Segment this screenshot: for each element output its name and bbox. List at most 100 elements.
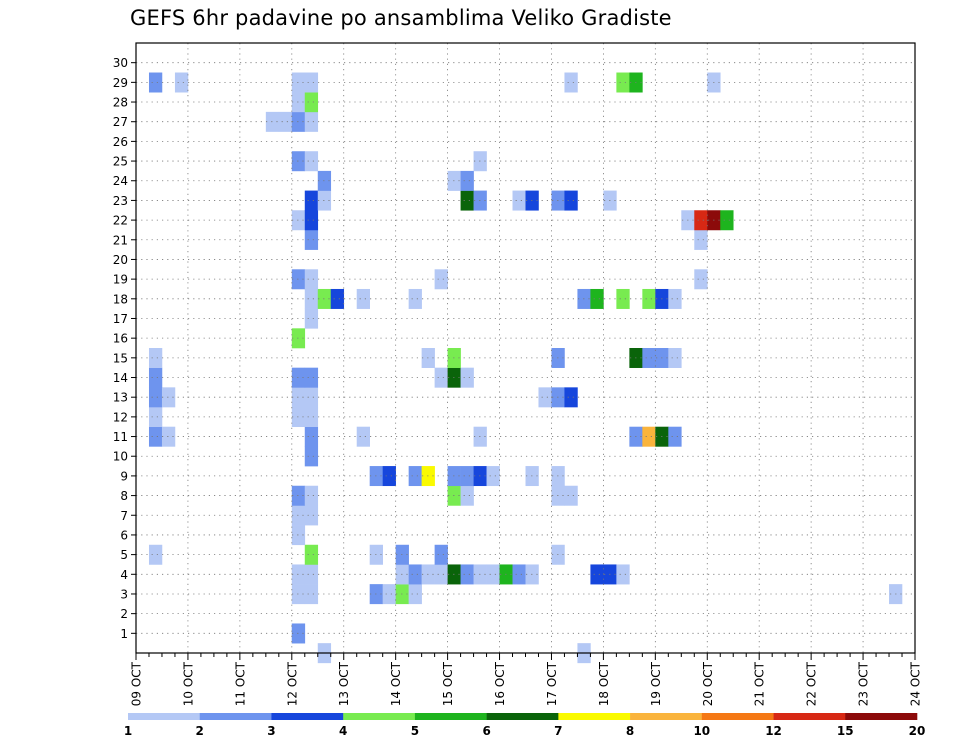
- y-tick-label: 27: [113, 115, 128, 129]
- heatmap-cell: [265, 111, 280, 132]
- heatmap-cell: [291, 584, 306, 605]
- heatmap-cell: [317, 288, 332, 309]
- heatmap-cell: [642, 348, 656, 368]
- y-tick-label: 15: [113, 351, 128, 365]
- heatmap-cell: [278, 111, 293, 132]
- colorbar-label: 10: [693, 724, 710, 738]
- heatmap-cell: [408, 466, 422, 487]
- heatmap-cell: [291, 92, 306, 113]
- heatmap-cell: [460, 170, 474, 191]
- heatmap-cell: [408, 564, 422, 585]
- heatmap-cell: [434, 544, 448, 565]
- chart-title: GEFS 6hr padavine po ansamblima Veliko G…: [130, 6, 672, 30]
- heatmap-cell: [317, 190, 332, 211]
- heatmap-cell: [642, 426, 656, 447]
- colorbar-swatch: [199, 713, 272, 720]
- heatmap-cell: [291, 269, 306, 290]
- heatmap-cell: [434, 564, 448, 585]
- heatmap-cell: [148, 407, 163, 428]
- x-tick-label: 12 OCT: [285, 661, 299, 706]
- heatmap-cell: [304, 564, 319, 585]
- heatmap-cell: [304, 111, 319, 132]
- colorbar-label: 6: [482, 724, 490, 738]
- heatmap-cell: [590, 288, 604, 309]
- y-tick-label: 17: [113, 312, 128, 326]
- heatmap-cell: [564, 190, 578, 211]
- y-tick-label: 18: [113, 292, 128, 306]
- heatmap-cell: [174, 72, 189, 93]
- heatmap-cell: [304, 229, 319, 250]
- y-tick-label: 28: [113, 96, 128, 110]
- y-tick-label: 26: [113, 135, 128, 149]
- heatmap-cell: [291, 387, 306, 408]
- plot-frame: [135, 42, 916, 654]
- y-tick-label: 9: [120, 469, 128, 483]
- y-tick-label: 22: [113, 214, 128, 228]
- heatmap-cell: [304, 92, 319, 113]
- colorbar-swatch: [701, 713, 774, 720]
- colorbar-swatch: [486, 713, 559, 720]
- heatmap-cell: [486, 564, 500, 585]
- y-tick-label: 2: [120, 607, 128, 621]
- colorbar-label: 4: [339, 724, 347, 738]
- y-tick-label: 3: [120, 587, 128, 601]
- colorbar-swatch: [128, 713, 201, 720]
- heatmap-cell: [694, 229, 708, 250]
- colorbar-label: 8: [626, 724, 634, 738]
- y-tick-label: 6: [120, 528, 128, 542]
- colorbar-label: 5: [411, 724, 419, 738]
- heatmap-cell: [148, 348, 163, 368]
- heatmap-cell: [512, 564, 526, 585]
- heatmap-cell: [720, 210, 734, 231]
- grid-lines: [136, 43, 915, 653]
- heatmap-cell: [291, 111, 306, 132]
- x-tick-label: 24 OCT: [909, 661, 923, 706]
- heatmap-cell: [408, 288, 422, 309]
- colorbar-label: 1: [124, 724, 132, 738]
- y-tick-label: 21: [113, 233, 128, 247]
- heatmap-cell: [161, 426, 176, 447]
- heatmap-cell: [356, 288, 370, 309]
- y-tick-label: 12: [113, 410, 128, 424]
- heatmap-cell: [291, 407, 306, 428]
- heatmap-cell: [148, 426, 163, 447]
- colorbar-label: 2: [196, 724, 204, 738]
- x-tick-label: 19 OCT: [649, 661, 663, 706]
- y-tick-label: 8: [120, 489, 128, 503]
- heatmap-cell: [564, 387, 578, 408]
- heatmap-cell: [408, 584, 422, 605]
- heatmap-cell: [291, 505, 306, 526]
- heatmap-cell: [616, 72, 630, 93]
- heatmap-cell: [304, 151, 319, 172]
- heatmap-cell: [304, 407, 319, 428]
- heatmap-cell: [382, 466, 396, 487]
- colorbar-swatch: [558, 713, 631, 720]
- y-tick-label: 10: [113, 450, 128, 464]
- heatmap-cell: [668, 348, 682, 368]
- heatmap-cell: [291, 210, 306, 231]
- y-tick-label: 24: [113, 174, 128, 188]
- y-tick-label: 14: [113, 371, 128, 385]
- colorbar-legend: 1 2 3 4 5 6 7 8 10 12 15 20: [124, 713, 925, 738]
- heatmap-cell: [304, 288, 319, 309]
- heatmap-cell: [304, 308, 319, 329]
- y-tick-label: 7: [120, 509, 128, 523]
- heatmap-cell: [304, 485, 319, 506]
- heatmap-cell: [148, 72, 163, 93]
- heatmap-cells: [148, 72, 903, 664]
- x-tick-label: 09 OCT: [130, 661, 144, 706]
- heatmap-cell: [538, 387, 552, 408]
- heatmap-cell: [304, 584, 319, 605]
- x-axis: 09 OCT 10 OCT 11 OCT 12 OCT 13 OCT 14 OCT 15 O…: [130, 653, 923, 706]
- y-tick-label: 23: [113, 194, 128, 208]
- heatmap-cell: [434, 367, 448, 388]
- y-tick-label: 5: [120, 548, 128, 562]
- y-tick-label: 4: [120, 568, 128, 582]
- heatmap-cell: [616, 288, 630, 309]
- y-tick-label: 19: [113, 273, 128, 287]
- heatmap-cell: [642, 288, 656, 309]
- y-tick-label: 11: [113, 430, 128, 444]
- x-tick-label: 21 OCT: [753, 661, 767, 706]
- heatmap-cell: [486, 466, 500, 487]
